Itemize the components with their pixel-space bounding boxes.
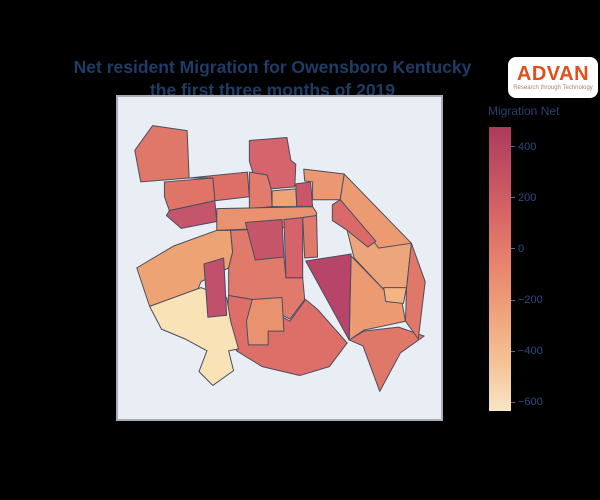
- advan-logo: ADVAN Research through Technology: [508, 57, 598, 98]
- map-region-e-inner[interactable]: [331, 199, 377, 248]
- chart-title-line1: Net resident Migration for Owensboro Ken…: [73, 57, 472, 77]
- map-region-e-arm[interactable]: [339, 173, 412, 249]
- map-region-dark-triangle[interactable]: [305, 253, 352, 341]
- map-region-r-salmon-edge[interactable]: [404, 242, 426, 340]
- tick-label: −600: [518, 396, 543, 409]
- colorbar-tick-200: 200: [511, 192, 536, 204]
- map-region-n-tower[interactable]: [248, 137, 297, 190]
- map-region-inner-step[interactable]: [245, 297, 285, 346]
- colorbar-tick-0: 0: [511, 243, 524, 255]
- tick-label: 0: [518, 242, 525, 255]
- tick-label: −400: [518, 345, 543, 358]
- tick-mark: [511, 248, 515, 250]
- map-region-nw-big[interactable]: [134, 125, 190, 183]
- advan-logo-tagline: Research through Technology: [513, 84, 593, 91]
- colorbar-ticks: 400 200 0 −200 −400 −600: [511, 127, 571, 411]
- colorbar-tick--600: −600: [511, 396, 543, 408]
- map-region-c-dark-para[interactable]: [244, 218, 285, 261]
- map-region-w-dark-strip[interactable]: [203, 257, 228, 318]
- tick-label: 400: [518, 140, 537, 153]
- colorbar-tick--400: −400: [511, 345, 543, 357]
- map-region-c-vstrip1[interactable]: [283, 217, 304, 279]
- colorbar-gradient: [489, 127, 511, 411]
- map-region-c-vstrip2[interactable]: [302, 215, 319, 259]
- tick-mark: [511, 401, 515, 403]
- map-region-n-light[interactable]: [271, 188, 298, 208]
- tick-mark: [511, 197, 515, 199]
- map-region-peach-small[interactable]: [383, 287, 407, 304]
- colorbar-title: Migration Net: [488, 104, 560, 118]
- advan-logo-wordmark: ADVAN: [516, 62, 590, 85]
- choropleth-svg[interactable]: [118, 97, 441, 419]
- colorbar-tick-400: 400: [511, 141, 536, 153]
- tick-mark: [511, 146, 515, 148]
- map-region-n-dark-strip[interactable]: [295, 181, 314, 208]
- tick-mark: [511, 350, 515, 352]
- map-plot-area[interactable]: [116, 95, 443, 421]
- colorbar-tick--200: −200: [511, 294, 543, 306]
- map-region-se-spike[interactable]: [348, 326, 425, 392]
- tick-label: 200: [518, 191, 537, 204]
- tick-label: −200: [518, 294, 543, 306]
- tick-mark: [511, 299, 515, 301]
